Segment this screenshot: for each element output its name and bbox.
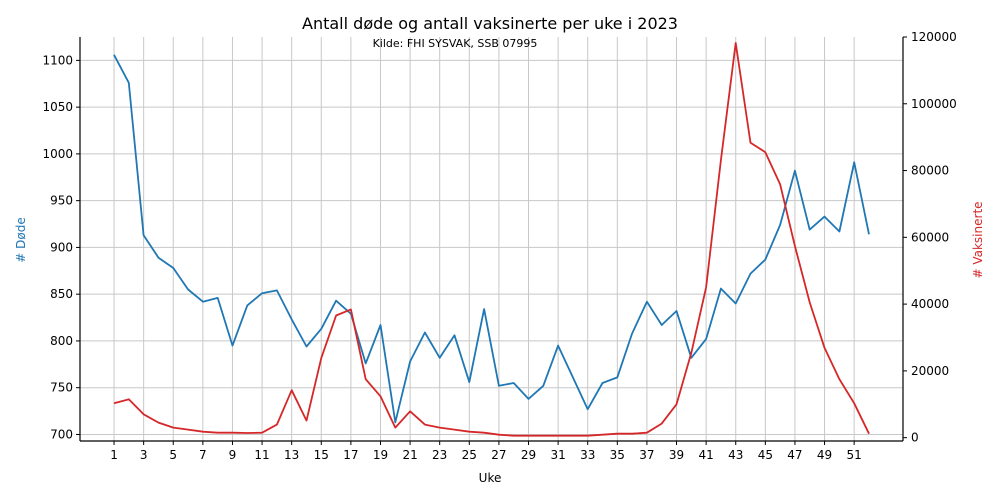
x-tick-label: 25	[462, 448, 477, 462]
grid-lines	[80, 37, 903, 441]
y-left-tick-label: 700	[50, 427, 73, 441]
x-tick-label: 39	[669, 448, 684, 462]
x-tick-label: 7	[199, 448, 207, 462]
x-tick-label: 47	[787, 448, 802, 462]
deaths-line	[113, 54, 870, 424]
x-tick-label: 29	[521, 448, 536, 462]
y-right-tick-label: 100000	[911, 97, 957, 111]
y-left-tick-label: 850	[50, 287, 73, 301]
x-tick-label: 11	[254, 448, 269, 462]
y-left-tick-label: 1000	[42, 147, 73, 161]
chart-subtitle: Kilde: FHI SYSVAK, SSB 07995	[373, 37, 538, 50]
x-tick-label: 43	[728, 448, 743, 462]
axes: 1 3 5 7 9 11 13 15 17 19 21 23 25 27 29 31 33 35 37 39 41 43 4…	[42, 30, 956, 462]
x-tick-label: 1	[110, 448, 118, 462]
deaths-series	[113, 54, 870, 424]
x-tick-label: 9	[229, 448, 237, 462]
y-right-tick-label: 120000	[911, 30, 957, 44]
x-tick-label: 13	[284, 448, 299, 462]
x-tick-label: 23	[432, 448, 447, 462]
x-tick-label: 27	[491, 448, 506, 462]
x-tick-label: 31	[550, 448, 565, 462]
y-right-tick-label: 40000	[911, 297, 949, 311]
x-axis-label: Uke	[479, 471, 502, 485]
y-right-tick-label: 0	[911, 431, 919, 445]
y-right-tick-label: 80000	[911, 164, 949, 178]
y-left-tick-label: 1050	[42, 100, 73, 114]
y-left-tick-label: 750	[50, 381, 73, 395]
y-axis-right-label: # Vaksinerte	[971, 201, 985, 278]
vaccinated-series	[113, 42, 870, 437]
y-axis-left-label: # Døde	[14, 217, 28, 262]
x-tick-label: 41	[698, 448, 713, 462]
x-tick-label: 35	[610, 448, 625, 462]
x-tick-label: 19	[373, 448, 388, 462]
y-left-tick-label: 1100	[42, 53, 73, 67]
y-left-tick-label: 900	[50, 240, 73, 254]
x-tick-label: 45	[758, 448, 773, 462]
x-tick-label: 21	[402, 448, 417, 462]
y-left-tick-label: 800	[50, 334, 73, 348]
y-left-tick-label: 950	[50, 194, 73, 208]
y-right-tick-label: 20000	[911, 364, 949, 378]
x-tick-label: 15	[314, 448, 329, 462]
vaccinated-line	[113, 42, 870, 437]
x-tick-label: 33	[580, 448, 595, 462]
x-tick-label: 5	[169, 448, 177, 462]
x-tick-label: 3	[140, 448, 148, 462]
x-tick-label: 37	[639, 448, 654, 462]
chart-title: Antall døde og antall vaksinerte per uke…	[302, 14, 678, 33]
x-tick-label: 17	[343, 448, 358, 462]
x-tick-label: 51	[847, 448, 862, 462]
y-right-tick-label: 60000	[911, 230, 949, 244]
x-tick-label: 49	[817, 448, 832, 462]
